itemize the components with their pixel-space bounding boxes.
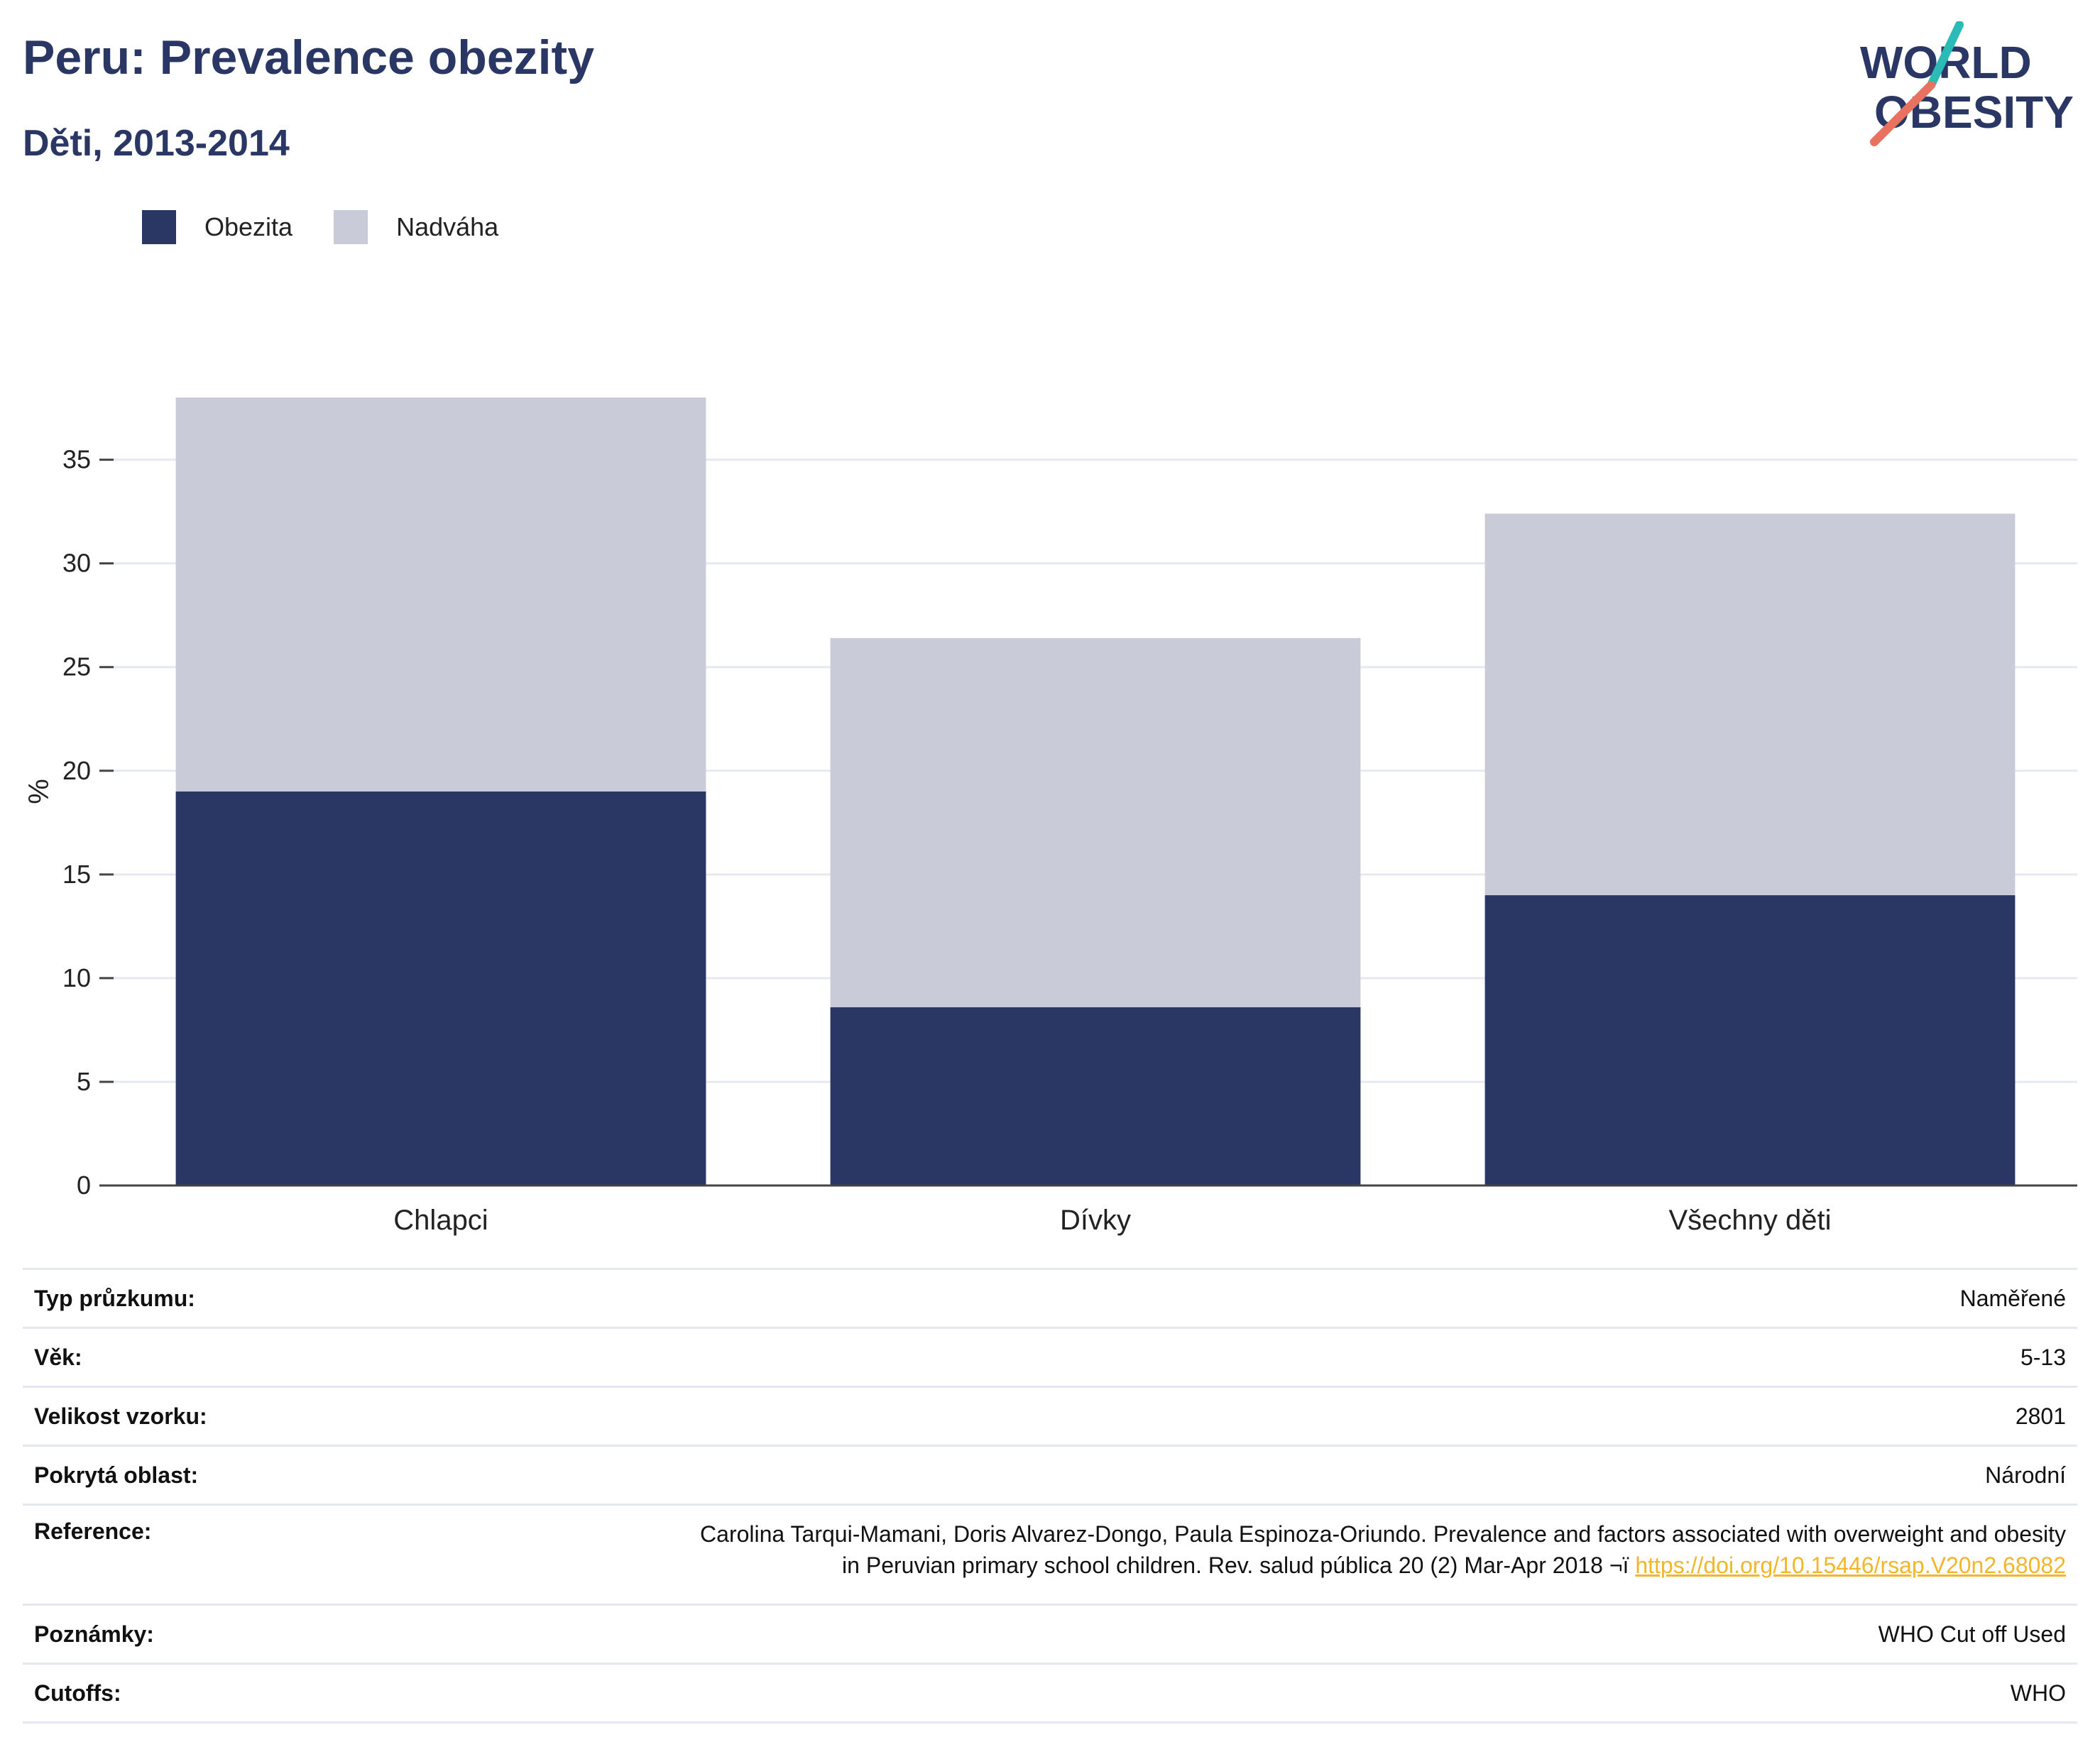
x-tick-label: Všechny děti: [1668, 1205, 1831, 1236]
info-label: Věk:: [23, 1327, 277, 1387]
x-tick-label: Dívky: [1060, 1205, 1131, 1236]
reference-line-1: Carolina Tarqui-Mamani, Doris Alvarez-Do…: [700, 1521, 2066, 1547]
y-tick-label: 15: [62, 860, 91, 889]
legend-swatch-obezita: [142, 210, 176, 244]
info-label: Poznámky:: [23, 1604, 277, 1664]
x-tick-label: Chlapci: [393, 1205, 488, 1236]
page-title: Peru: Prevalence obezity: [23, 31, 595, 84]
logo-accent-bottom: [1870, 81, 1935, 146]
table-row: Poznámky: WHO Cut off Used: [23, 1604, 2077, 1664]
y-tick-label: 25: [62, 652, 91, 681]
page-subtitle: Děti, 2013-2014: [23, 123, 290, 164]
legend-item-nadvaha[interactable]: Nadváha: [334, 210, 498, 244]
table-row: Typ průzkumu: Naměřené: [23, 1268, 2077, 1328]
survey-info-table: Typ průzkumu: Naměřené Věk: 5-13 Velikos…: [23, 1268, 2077, 1724]
chart-legend: Obezita Nadváha: [142, 210, 540, 244]
reference-line-2: in Peruvian primary school children. Rev…: [842, 1552, 1629, 1578]
table-row-reference: Reference: Carolina Tarqui-Mamani, Doris…: [23, 1504, 2077, 1605]
stacked-bar-chart: 0 5 10 15 20 25 30 35% Chlapci Dívky Všechny děti: [23, 398, 2077, 1236]
y-tick-label: 30: [62, 549, 91, 578]
y-axis-label: %: [23, 779, 55, 804]
world-obesity-logo: WORLD OBESITY: [1860, 21, 2074, 146]
info-value: 5-13: [276, 1327, 2077, 1387]
y-tick-label: 5: [77, 1067, 91, 1096]
info-label: Pokrytá oblast:: [23, 1445, 277, 1505]
bar-obezita: [830, 1007, 1361, 1185]
info-label: Typ průzkumu:: [23, 1268, 277, 1328]
table-row: Cutoffs: WHO: [23, 1663, 2077, 1724]
y-tick-label: 35: [62, 445, 91, 474]
table-row: Věk: 5-13: [23, 1327, 2077, 1387]
reference-text: Carolina Tarqui-Mamani, Doris Alvarez-Do…: [276, 1504, 2077, 1605]
bar-obezita: [1484, 895, 2016, 1185]
info-value: 2801: [276, 1386, 2077, 1446]
info-value: WHO Cut off Used: [276, 1604, 2077, 1664]
table-row: Velikost vzorku: 2801: [23, 1386, 2077, 1446]
reference-doi-link[interactable]: https://doi.org/10.15446/rsap.V20n2.6808…: [1635, 1552, 2066, 1578]
info-label: Velikost vzorku:: [23, 1386, 277, 1446]
bar-nadvaha: [830, 637, 1361, 1007]
legend-item-obezita[interactable]: Obezita: [142, 210, 292, 244]
info-value: WHO: [276, 1663, 2077, 1724]
y-tick-label: 0: [77, 1171, 91, 1200]
legend-label-obezita: Obezita: [204, 212, 293, 241]
bar-obezita: [175, 792, 706, 1185]
legend-swatch-nadvaha: [334, 210, 368, 244]
info-value: Národní: [276, 1445, 2077, 1505]
info-label: Reference:: [23, 1504, 277, 1605]
logo-accent-top: [1927, 21, 1964, 89]
info-value: Naměřené: [276, 1268, 2077, 1328]
legend-label-nadvaha: Nadváha: [396, 212, 499, 241]
y-tick-label: 20: [62, 756, 91, 785]
y-tick-label: 10: [62, 963, 91, 992]
bar-nadvaha: [175, 398, 706, 792]
table-row: Pokrytá oblast: Národní: [23, 1445, 2077, 1505]
info-label: Cutoffs:: [23, 1663, 277, 1724]
bar-nadvaha: [1484, 513, 2016, 896]
